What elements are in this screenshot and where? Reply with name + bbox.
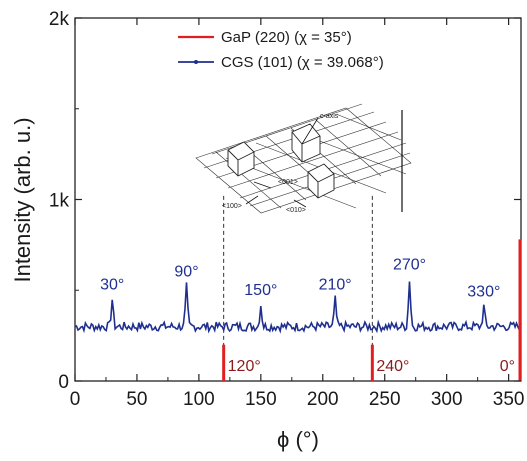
peak-label-cgs: 210° [319,276,352,293]
inset-direction-label: <010> [286,207,306,214]
x-tick-label: 150 [245,389,277,410]
inset-cubes [227,123,335,199]
x-axis-title: ϕ (°) [277,427,319,452]
dashed-markers [223,195,373,367]
legend: GaP (220) (χ = 35°) CGS (101) (χ = 39.06… [178,29,384,71]
y-tick-label: 2k [49,9,70,30]
peak-label-gap: 240° [376,358,409,375]
crystal-inset: c-axis <001> <100> <010> [195,103,412,214]
series-line-cgs [74,281,522,334]
y-axis-title: Intensity (arb. u.) [10,117,35,282]
y-axis-ticks: 0 1k 2k [49,9,521,393]
peak-labels: 30° 90° 150° 210° 270° 330° 120° 240° 0° [100,256,515,375]
x-tick-label: 50 [126,389,147,410]
inset-direction-label: <001> [278,179,298,186]
peak-label-cgs: 150° [244,282,277,299]
x-tick-label: 0 [70,389,81,410]
inset-arrows [245,117,319,208]
x-axis-ticks: 0 50 100 150 200 250 300 350 [70,18,525,410]
x-tick-label: 300 [431,389,463,410]
peak-label-cgs: 30° [100,276,124,293]
y-tick-label: 1k [49,191,70,212]
peak-label-cgs: 270° [393,256,426,273]
peak-label-gap: 0° [500,358,515,375]
y-tick-label: 0 [58,372,69,393]
peak-label-gap: 120° [228,358,261,375]
inset-axis-label: c-axis [320,113,339,120]
x-tick-label: 200 [307,389,339,410]
x-tick-label: 250 [369,389,401,410]
legend-label-gap: GaP (220) (χ = 35°) [221,29,352,46]
peak-label-cgs: 330° [467,284,500,301]
x-tick-label: 100 [183,389,215,410]
legend-marker-cgs [194,60,198,64]
inset-direction-label: <100> [222,203,242,210]
series-impulses-gap [222,239,522,381]
legend-label-cgs: CGS (101) (χ = 39.068°) [221,54,384,71]
x-tick-label: 350 [493,389,525,410]
peak-label-cgs: 90° [174,264,198,281]
